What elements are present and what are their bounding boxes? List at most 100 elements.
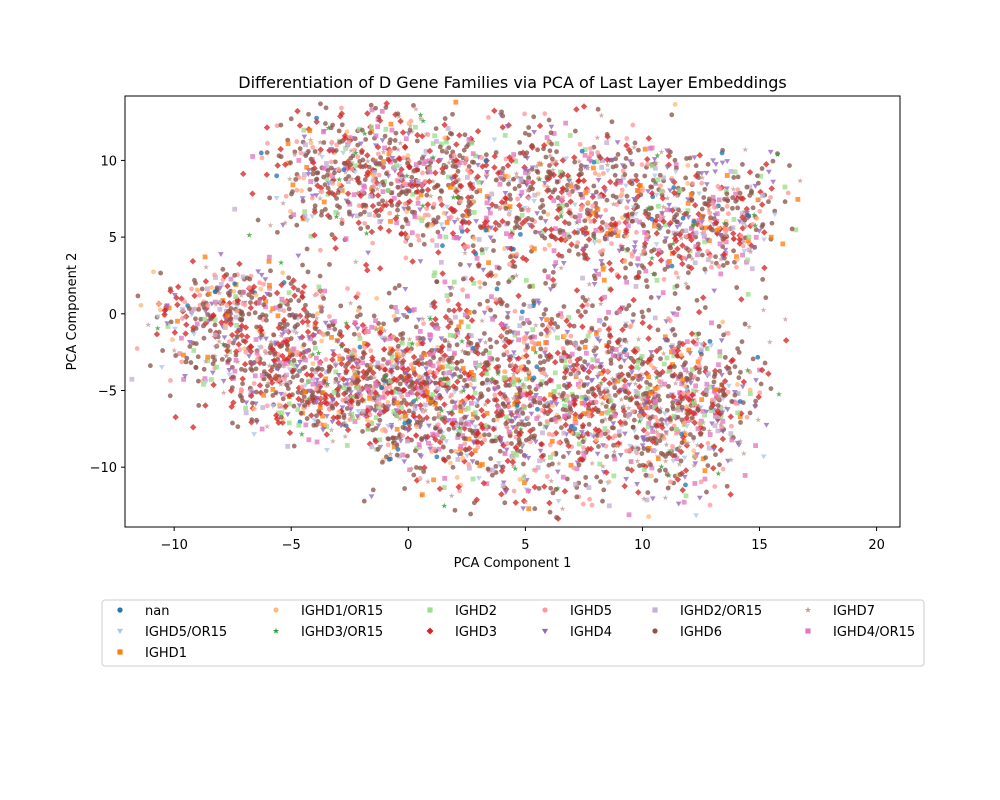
data-point <box>551 198 557 203</box>
data-point <box>305 395 312 402</box>
data-point <box>638 376 645 382</box>
data-point <box>321 140 327 145</box>
data-point <box>318 394 325 401</box>
data-point <box>450 307 458 314</box>
data-point <box>449 366 455 372</box>
data-point <box>491 238 496 244</box>
data-point <box>425 132 431 137</box>
data-point <box>323 414 330 419</box>
data-point <box>599 463 606 470</box>
data-point <box>300 262 305 268</box>
data-point <box>232 368 238 374</box>
data-point <box>387 384 393 390</box>
data-point <box>555 335 560 341</box>
data-point <box>505 220 511 226</box>
data-point <box>645 189 651 194</box>
data-point <box>204 286 210 292</box>
data-point <box>634 482 640 487</box>
data-point <box>432 316 439 323</box>
data-point <box>417 112 424 118</box>
data-point <box>609 375 616 382</box>
data-point <box>218 282 224 287</box>
data-point <box>671 185 677 190</box>
data-point <box>467 427 473 433</box>
data-point <box>212 322 218 328</box>
data-point <box>672 364 677 369</box>
data-point <box>594 358 600 364</box>
data-point <box>510 425 516 431</box>
data-point <box>551 358 559 366</box>
data-point <box>377 224 384 232</box>
data-point <box>597 224 604 232</box>
data-point <box>604 161 611 168</box>
data-point <box>502 500 508 506</box>
data-point <box>577 141 583 147</box>
data-point <box>506 376 514 384</box>
data-point <box>679 228 686 234</box>
data-point <box>638 410 645 416</box>
data-point <box>583 350 589 356</box>
data-point <box>401 459 408 465</box>
data-point <box>492 219 500 227</box>
data-point <box>335 210 342 216</box>
data-point <box>484 169 490 175</box>
data-point <box>450 464 456 470</box>
data-point <box>544 333 550 339</box>
data-point <box>503 382 509 388</box>
data-point <box>681 499 687 505</box>
data-point <box>335 392 341 398</box>
data-point <box>470 345 476 351</box>
data-point <box>196 307 202 312</box>
data-point <box>377 417 383 423</box>
data-point <box>171 347 178 353</box>
data-point <box>328 426 335 433</box>
data-point <box>646 514 652 520</box>
data-point <box>240 170 247 178</box>
data-point <box>677 222 683 228</box>
data-point <box>364 341 371 348</box>
data-point <box>323 431 331 438</box>
data-point <box>649 184 655 190</box>
data-point <box>524 318 530 323</box>
data-point <box>385 404 392 410</box>
data-point <box>763 295 769 301</box>
data-point <box>297 360 303 365</box>
data-point <box>239 366 244 372</box>
data-point <box>603 404 609 409</box>
data-point <box>593 227 599 233</box>
data-point <box>639 451 645 456</box>
data-point <box>627 364 635 371</box>
data-point <box>645 431 650 437</box>
data-point <box>482 432 487 438</box>
data-point <box>294 187 300 193</box>
data-point <box>332 159 338 165</box>
data-point <box>473 401 480 407</box>
data-point <box>526 196 532 202</box>
data-point <box>319 212 324 218</box>
data-point <box>316 284 322 290</box>
data-point <box>657 438 663 443</box>
data-point <box>693 234 699 240</box>
data-point <box>502 451 508 456</box>
data-point <box>466 211 472 217</box>
data-point <box>556 390 563 397</box>
data-point <box>589 502 595 508</box>
data-point <box>182 330 189 337</box>
data-point <box>495 281 501 286</box>
data-point <box>541 350 548 356</box>
data-point <box>662 381 668 387</box>
data-point <box>508 254 513 260</box>
data-point <box>286 360 292 365</box>
data-point <box>671 234 679 242</box>
data-point <box>419 315 426 322</box>
data-point <box>388 425 395 431</box>
data-point <box>301 127 307 133</box>
data-point <box>383 126 389 132</box>
data-point <box>498 170 505 176</box>
data-point <box>577 213 583 219</box>
data-point <box>631 196 638 202</box>
data-point <box>243 405 248 411</box>
data-point <box>634 229 639 235</box>
data-point <box>556 440 562 445</box>
data-point <box>320 129 326 135</box>
